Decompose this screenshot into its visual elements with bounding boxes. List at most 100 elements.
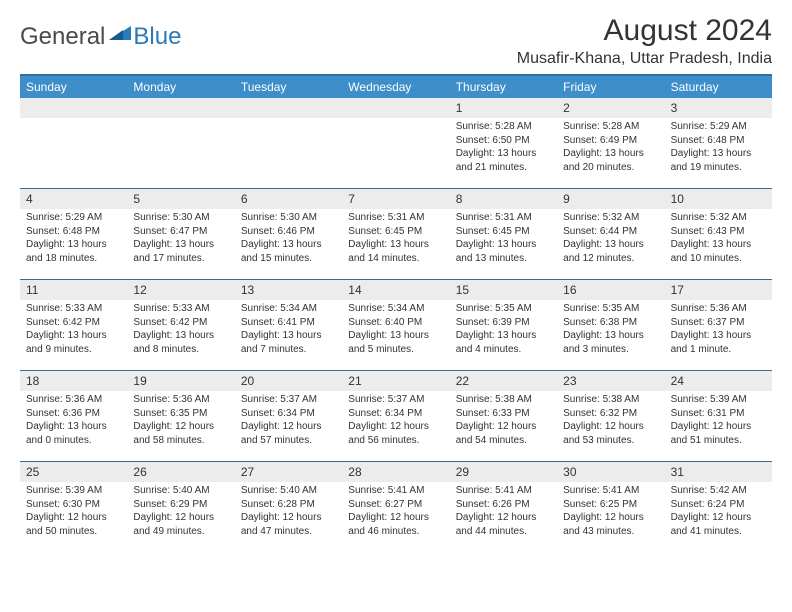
day-number [20,98,127,118]
day-number: 25 [20,462,127,482]
day-d1: Daylight: 12 hours [456,511,551,525]
day-ss: Sunset: 6:30 PM [26,498,121,512]
day-sr: Sunrise: 5:34 AM [348,302,443,316]
day-cell: 3Sunrise: 5:29 AMSunset: 6:48 PMDaylight… [665,98,772,188]
day-d1: Daylight: 12 hours [348,420,443,434]
day-ss: Sunset: 6:25 PM [563,498,658,512]
day-cell: 16Sunrise: 5:35 AMSunset: 6:38 PMDayligh… [557,280,664,370]
day-d2: and 19 minutes. [671,161,766,175]
day-d2: and 41 minutes. [671,525,766,539]
day-ss: Sunset: 6:45 PM [456,225,551,239]
month-title: August 2024 [517,14,772,48]
day-body: Sunrise: 5:35 AMSunset: 6:39 PMDaylight:… [450,302,557,356]
day-cell: 23Sunrise: 5:38 AMSunset: 6:32 PMDayligh… [557,371,664,461]
day-number: 3 [665,98,772,118]
day-ss: Sunset: 6:45 PM [348,225,443,239]
day-d2: and 54 minutes. [456,434,551,448]
day-d2: and 43 minutes. [563,525,658,539]
week-row: 25Sunrise: 5:39 AMSunset: 6:30 PMDayligh… [20,462,772,552]
day-d1: Daylight: 13 hours [456,329,551,343]
day-body: Sunrise: 5:30 AMSunset: 6:46 PMDaylight:… [235,211,342,265]
day-cell: 17 Sunrise: 5:36 AMSunset: 6:37 PMDayligh… [665,280,772,370]
day-ss: Sunset: 6:49 PM [563,134,658,148]
day-number: 21 [342,371,449,391]
day-ss: Sunset: 6:47 PM [133,225,228,239]
day-body: Sunrise: 5:35 AMSunset: 6:38 PMDaylight:… [557,302,664,356]
day-number: 14 [342,280,449,300]
day-d1: Daylight: 12 hours [26,511,121,525]
day-d1: Daylight: 13 hours [456,238,551,252]
day-cell: 4Sunrise: 5:29 AMSunset: 6:48 PMDaylight… [20,189,127,279]
logo-blue: Blue [133,23,181,51]
day-number: 30 [557,462,664,482]
day-sr: Sunrise: 5:30 AM [241,211,336,225]
day-d2: and 4 minutes. [456,343,551,357]
weekday-fri: Friday [557,76,664,98]
day-cell: 15Sunrise: 5:35 AMSunset: 6:39 PMDayligh… [450,280,557,370]
day-cell: 30Sunrise: 5:41 AMSunset: 6:25 PMDayligh… [557,462,664,552]
calendar-page: General Blue August 2024 Musafir-Khana, … [0,0,792,562]
day-sr: Sunrise: 5:35 AM [563,302,658,316]
day-cell [342,98,449,188]
day-number: 1 [450,98,557,118]
day-sr: Sunrise: 5:28 AM [456,120,551,134]
day-number: 23 [557,371,664,391]
day-sr: Sunrise: 5:37 AM [348,393,443,407]
day-body: Sunrise: 5:32 AMSunset: 6:43 PMDaylight:… [665,211,772,265]
day-d2: and 46 minutes. [348,525,443,539]
day-ss: Sunset: 6:37 PM [671,316,766,330]
day-body: Sunrise: 5:32 AMSunset: 6:44 PMDaylight:… [557,211,664,265]
day-d1: Daylight: 12 hours [133,420,228,434]
day-number: 29 [450,462,557,482]
day-sr: Sunrise: 5:41 AM [456,484,551,498]
day-ss: Sunset: 6:46 PM [241,225,336,239]
day-body: Sunrise: 5:31 AMSunset: 6:45 PMDaylight:… [450,211,557,265]
day-number: 10 [665,189,772,209]
day-d2: and 1 minute. [671,343,766,357]
day-number: 13 [235,280,342,300]
day-cell: 27Sunrise: 5:40 AMSunset: 6:28 PMDayligh… [235,462,342,552]
day-body: Sunrise: 5:29 AMSunset: 6:48 PMDaylight:… [665,120,772,174]
day-number: 17 [665,280,772,300]
day-d2: and 8 minutes. [133,343,228,357]
day-number: 16 [557,280,664,300]
day-d1: Daylight: 13 hours [26,420,121,434]
day-sr: Sunrise: 5:31 AM [348,211,443,225]
day-cell: 7Sunrise: 5:31 AMSunset: 6:45 PMDaylight… [342,189,449,279]
day-d2: and 13 minutes. [456,252,551,266]
day-cell: 10Sunrise: 5:32 AMSunset: 6:43 PMDayligh… [665,189,772,279]
day-cell: 11Sunrise: 5:33 AMSunset: 6:42 PMDayligh… [20,280,127,370]
day-ss: Sunset: 6:50 PM [456,134,551,148]
day-sr: Sunrise: 5:38 AM [456,393,551,407]
day-sr: Sunrise: 5:39 AM [26,484,121,498]
day-sr: Sunrise: 5:41 AM [348,484,443,498]
day-d2: and 14 minutes. [348,252,443,266]
day-number: 27 [235,462,342,482]
day-number: 26 [127,462,234,482]
day-ss: Sunset: 6:34 PM [348,407,443,421]
day-cell: 22Sunrise: 5:38 AMSunset: 6:33 PMDayligh… [450,371,557,461]
day-ss: Sunset: 6:32 PM [563,407,658,421]
day-number: 11 [20,280,127,300]
day-sr: Sunrise: 5:29 AM [26,211,121,225]
weeks-container: 1 Sunrise: 5:28 AMSunset: 6:50 PM Daylight… [20,98,772,552]
logo-general: General [20,23,105,51]
day-ss: Sunset: 6:43 PM [671,225,766,239]
day-sr: Sunrise: 5:42 AM [671,484,766,498]
day-d2: and 51 minutes. [671,434,766,448]
day-d2: and 20 minutes. [563,161,658,175]
logo-triangle-icon [109,22,131,45]
day-cell: 5Sunrise: 5:30 AMSunset: 6:47 PMDaylight… [127,189,234,279]
weekday-tue: Tuesday [235,76,342,98]
day-d2: and 12 minutes. [563,252,658,266]
day-sr: Sunrise: 5:33 AM [133,302,228,316]
day-d1: Daylight: 12 hours [241,511,336,525]
day-number: 12 [127,280,234,300]
day-ss: Sunset: 6:35 PM [133,407,228,421]
logo: General Blue [20,22,181,51]
day-sr: Sunrise: 5:36 AM [671,302,766,316]
day-ss: Sunset: 6:36 PM [26,407,121,421]
day-d1: Daylight: 13 hours [671,329,766,343]
day-body: Sunrise: 5:30 AMSunset: 6:47 PMDaylight:… [127,211,234,265]
day-number: 19 [127,371,234,391]
